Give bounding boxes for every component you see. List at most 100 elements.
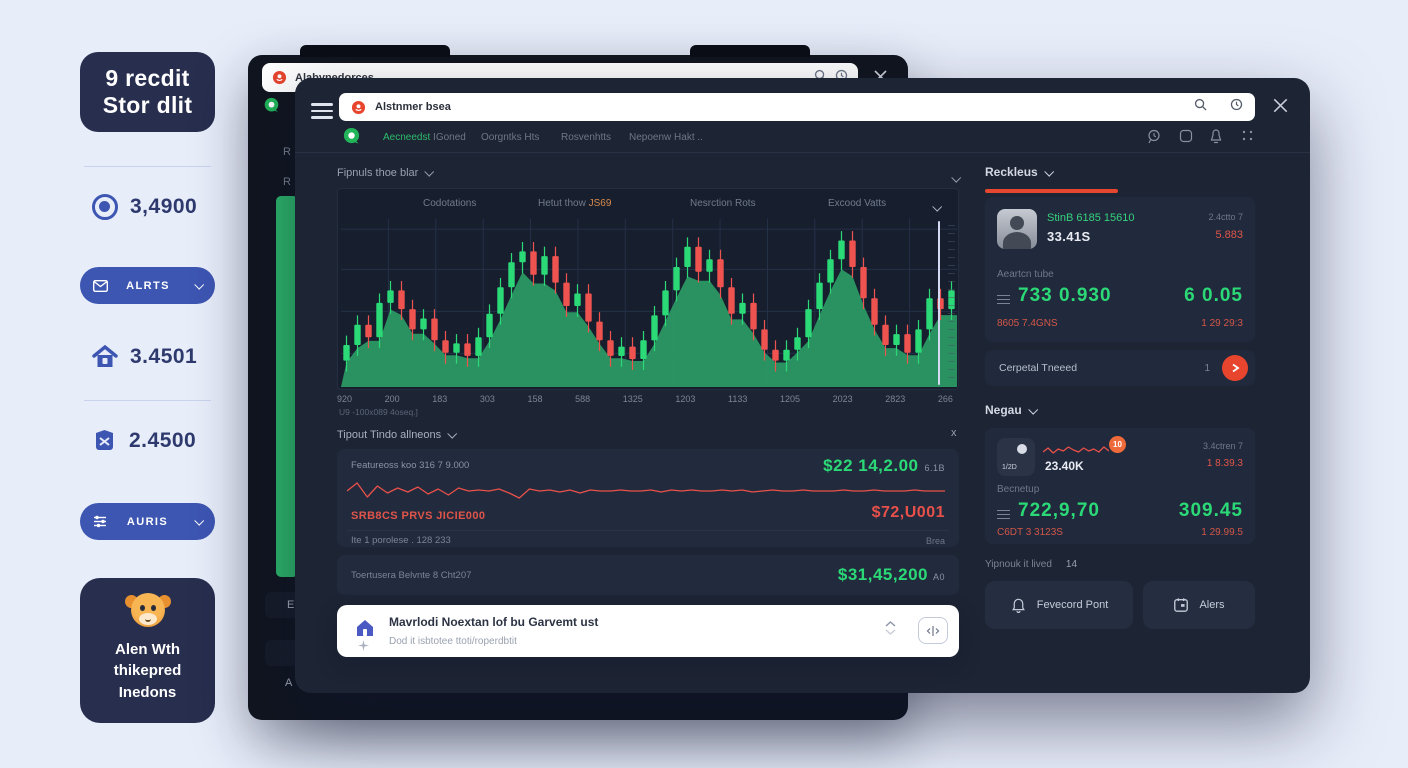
sidebar-stat-row: 3.4501 (80, 340, 215, 374)
tipout-dropdown[interactable]: Tipout Tindo allneons (337, 428, 458, 441)
promo-card[interactable]: Alen Wth thikepred Inedons (80, 578, 215, 723)
browser-tab-stub[interactable] (690, 45, 810, 57)
chevron-down-icon (194, 279, 205, 290)
target-icon (92, 194, 118, 220)
price-value: $31,45,200 (837, 565, 928, 584)
price-badge: 6.1B (924, 463, 945, 473)
big-value: 722,9,70 (1018, 500, 1100, 521)
auris-button[interactable]: AURIS (80, 503, 215, 540)
x-axis-label: 588 (575, 394, 591, 404)
panel-dropdown[interactable]: Reckleus (985, 165, 1054, 179)
x-axis-label: 183 (432, 394, 448, 404)
chart-scrollbar[interactable] (938, 221, 940, 385)
stat-value: 3.4501 (130, 345, 198, 368)
occluded-text-fragment: A (285, 677, 293, 689)
position-meta: 3.4ctren 7 (1202, 441, 1243, 451)
chevron-down-icon[interactable] (945, 169, 962, 187)
big-value: 309.45 (1178, 500, 1243, 521)
sidebar-divider (84, 166, 211, 167)
alerts-button[interactable]: ALRTS (80, 267, 215, 304)
sub-value: 1 29 29:3 (1201, 318, 1243, 329)
clock-search-icon[interactable] (1147, 129, 1162, 149)
position-card[interactable]: 1/2D 10 23.40K 3.4ctren 7 1 8.39.3 Becne… (985, 428, 1255, 544)
reddit-icon (351, 100, 366, 114)
position-card[interactable]: StinB 6185 15610 33.41S 2.4ctto 7 5.883 … (985, 197, 1255, 342)
candlestick-chart-panel: Codotations Hetut thow JS69 Nesrction Ro… (337, 188, 959, 390)
address-bar[interactable]: Alstnmer bsea (339, 93, 1255, 121)
composer-bar[interactable]: Mavrlodi Noextan lof bu Garvemt ust Dod … (337, 605, 959, 657)
search-icon[interactable] (1194, 98, 1207, 116)
nav-tab[interactable]: Nepoenw Hakt .. (629, 132, 703, 143)
alerts-panel-label: Alers (1199, 599, 1225, 611)
history-icon[interactable] (1230, 98, 1243, 116)
notification-badge: 10 (1109, 436, 1126, 453)
x-axis-label: 266 (937, 394, 953, 404)
panel-footer: Yipnouk it lived 14 (985, 559, 1077, 570)
record-point-button[interactable]: Fevecord Pont (985, 581, 1133, 629)
row-value: $31,45,200 A0 (838, 565, 945, 585)
close-icon[interactable] (1272, 97, 1289, 119)
position-metric: 5.883 (1215, 229, 1243, 241)
chart-column-label: Hetut thow (538, 198, 589, 209)
position-metric: 1 8.39.3 (1206, 458, 1243, 469)
close-section-button[interactable]: x (951, 427, 957, 439)
row-label: SRB8CS PRVS JICIE000 (351, 510, 486, 522)
candlestick-chart[interactable] (341, 219, 957, 387)
row-value: $22 14,2.00 6.1B (823, 456, 945, 476)
big-value: 733 0.930 (1018, 285, 1112, 306)
sparkle-icon (358, 638, 369, 656)
tipout-card: Featureoss koo 316 7 9.000 $22 14,2.00 6.… (337, 449, 959, 547)
square-icon[interactable] (1179, 129, 1193, 148)
chat-logo-icon (263, 97, 280, 114)
x-axis-label: 1205 (779, 394, 800, 404)
price-value: $22 14,2.00 (823, 456, 919, 475)
x-axis-label: 2823 (885, 394, 906, 404)
composer-subtitle: Dod it isbtotee ttoti/roperdbtit (389, 636, 517, 647)
chart-column-header[interactable]: Nesrction Rots (690, 198, 756, 209)
chevron-down-icon[interactable] (926, 198, 943, 216)
chat-logo-icon[interactable] (342, 127, 361, 146)
profile-icon[interactable] (1209, 129, 1223, 149)
chevron-down-icon (194, 515, 205, 526)
bell-icon (1011, 598, 1025, 613)
tipout-summary-row[interactable]: Toertusera Belvnte 8 Cht207 $31,45,200 A0 (337, 555, 959, 595)
alerts-button-label: ALRTS (126, 279, 170, 292)
hamburger-menu-icon[interactable] (311, 99, 333, 123)
next-button[interactable] (1222, 355, 1248, 381)
big-value: 6 0.05 (1184, 285, 1243, 306)
mascot-icon (123, 593, 173, 633)
mini-sparkline-chart (1043, 446, 1109, 454)
dots-grid-icon[interactable] (1241, 129, 1254, 147)
browser-tab-stub[interactable] (300, 45, 450, 57)
alerts-panel-button[interactable]: Alers (1143, 581, 1255, 629)
carousel-row[interactable]: Cerpetal Tneeed 1 (985, 350, 1255, 386)
promo-line-2: thikepred (113, 662, 182, 680)
nav-tab[interactable]: Rosvenhtts (561, 132, 612, 143)
stat-value: 3,4900 (130, 195, 198, 218)
promo-line-3: Inedons (118, 683, 177, 701)
sub-value: 1 29.99.5 (1201, 527, 1243, 538)
chart-footnote: U9 -100x089 4oseq.] (339, 407, 418, 417)
nav-tab[interactable]: Oorgntks Hts (481, 132, 540, 143)
row-label: Featureoss koo 316 7 9.000 (351, 460, 470, 471)
tipout-dropdown-label: Tipout Tindo allneons (337, 429, 442, 441)
nav-tab-active[interactable]: Aecneedst IGoned (383, 132, 466, 143)
x-axis-label: 1133 (728, 394, 748, 404)
section-label: Becnetup (997, 484, 1040, 495)
chevron-down-icon (1043, 166, 1054, 177)
carousel-label: Cerpetal Tneeed (999, 362, 1078, 374)
chart-column-header[interactable]: Hetut thow JS69 (538, 198, 611, 209)
send-button[interactable] (918, 617, 948, 644)
chart-column-header[interactable]: Codotations (423, 198, 477, 209)
market-dropdown[interactable]: Fipnuls thoe blar (337, 166, 435, 179)
sliders-icon (94, 515, 106, 528)
collapse-icon[interactable] (884, 619, 897, 642)
chart-column-header[interactable]: Excood Vatts (828, 198, 887, 209)
reddit-icon (272, 70, 287, 85)
panel-dropdown-label: Reckleus (985, 165, 1038, 179)
address-text: Alstnmer bsea (375, 101, 451, 113)
section-dropdown[interactable]: Negau (985, 403, 1038, 417)
divider (295, 152, 1310, 153)
menu-icon[interactable] (997, 507, 1010, 522)
menu-icon[interactable] (997, 292, 1010, 307)
